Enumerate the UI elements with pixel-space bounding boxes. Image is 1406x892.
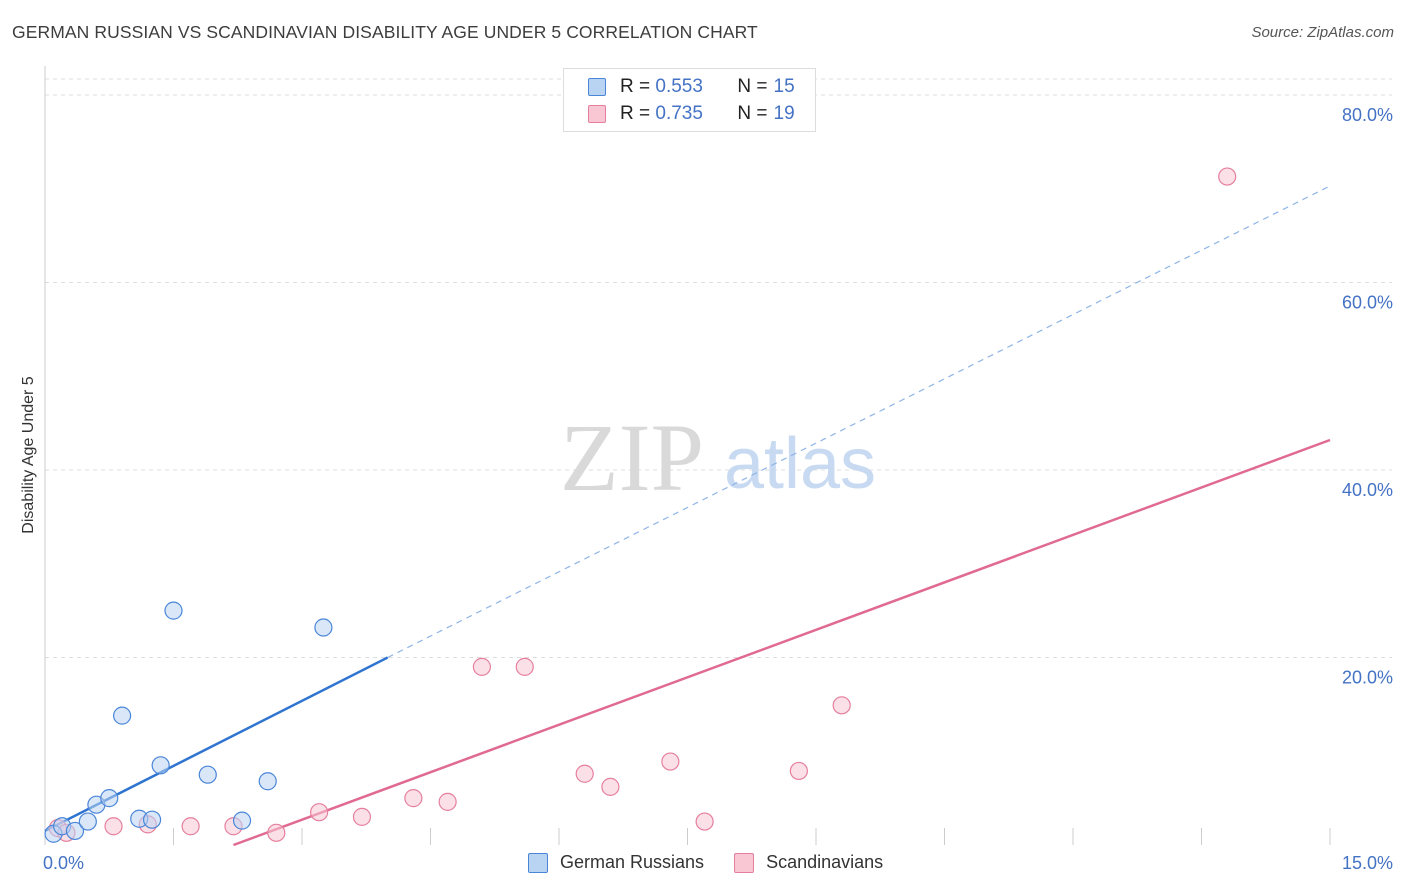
y-tick-label: 60.0%: [1342, 293, 1393, 313]
point-scandinavians: [515, 657, 534, 676]
point-scandinavians: [575, 764, 594, 783]
point-german-russians: [100, 789, 119, 808]
legend-r-value: 0.735: [655, 103, 703, 124]
trend-line-scandinavians: [233, 438, 1331, 847]
point-scandinavians: [789, 761, 808, 781]
watermark-zip: ZIP: [560, 404, 704, 511]
y-tick-label: 80.0%: [1342, 105, 1393, 125]
point-german-russians: [198, 765, 217, 784]
point-scandinavians: [181, 817, 200, 836]
legend-swatch-pink: [588, 105, 606, 123]
legend-swatch-blue: [588, 78, 606, 96]
legend-row-scandinavians: R = 0.735 N = 19: [588, 101, 795, 127]
data-points: [44, 167, 1237, 843]
y-tick-label: 20.0%: [1342, 668, 1393, 688]
point-german-russians: [112, 706, 132, 725]
point-scandinavians: [404, 789, 423, 808]
series-swatch-pink: [734, 852, 755, 873]
point-scandinavians: [832, 696, 851, 715]
point-scandinavians: [267, 823, 286, 842]
legend-r-label: R =: [620, 103, 651, 124]
x-tick-label-max: 15.0%: [1342, 853, 1393, 873]
y-axis-label: Disability Age Under 5: [20, 376, 37, 534]
point-scandinavians: [310, 803, 329, 822]
gridlines: [45, 78, 1392, 658]
series-legend-scandinavians: Scandinavians: [734, 852, 883, 873]
point-scandinavians: [1218, 167, 1237, 186]
trend-line-german-russians-extension: [387, 185, 1331, 659]
watermark-atlas: atlas: [724, 424, 876, 504]
legend-n-label: N =: [737, 103, 768, 124]
correlation-legend: R = 0.553 N = 15 R = 0.735 N = 19: [563, 68, 816, 132]
legend-n-label: N =: [737, 76, 768, 97]
chart-title: GERMAN RUSSIAN VS SCANDINAVIAN DISABILIT…: [12, 22, 758, 42]
point-german-russians: [164, 601, 183, 620]
trend-lines: [44, 185, 1331, 847]
series-legend: German Russians Scandinavians: [528, 852, 913, 873]
point-german-russians: [314, 618, 333, 637]
axes: [44, 66, 1331, 845]
x-tick-label-min: 0.0%: [43, 853, 84, 873]
legend-row-german-russians: R = 0.553 N = 15: [588, 74, 795, 100]
point-scandinavians: [438, 792, 457, 811]
legend-n-value: 19: [773, 103, 795, 124]
legend-r-label: R =: [620, 76, 651, 97]
point-german-russians: [232, 811, 252, 830]
point-scandinavians: [695, 812, 714, 831]
watermark: ZIP atlas: [560, 404, 876, 511]
point-german-russians: [142, 810, 162, 829]
series-label: German Russians: [560, 852, 705, 872]
point-scandinavians: [352, 807, 372, 826]
point-german-russians: [151, 756, 170, 775]
legend-n-value: 15: [773, 76, 795, 97]
point-scandinavians: [472, 657, 491, 676]
source-credit: Source: ZipAtlas.com: [1251, 24, 1394, 41]
point-german-russians: [258, 772, 277, 791]
series-swatch-blue: [528, 852, 548, 873]
y-tick-label: 40.0%: [1342, 480, 1393, 500]
series-legend-german-russians: German Russians: [528, 852, 704, 873]
point-german-russians: [78, 812, 97, 831]
legend-r-value: 0.553: [655, 76, 703, 97]
point-scandinavians: [601, 777, 620, 796]
series-label: Scandinavians: [766, 852, 884, 872]
point-scandinavians: [661, 752, 680, 771]
point-scandinavians: [104, 817, 123, 836]
point-german-russians: [65, 821, 85, 841]
tick-labels: 20.0% 40.0% 60.0% 80.0% 0.0% 15.0%: [43, 105, 1393, 873]
